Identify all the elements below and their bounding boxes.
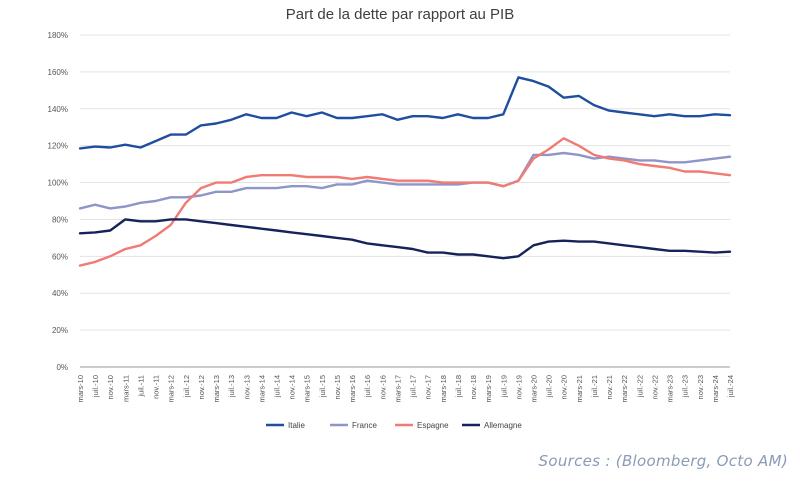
series-lines <box>78 76 732 267</box>
x-tick-label: juil.-15 <box>318 375 327 398</box>
x-tick-label: mars-10 <box>76 375 85 403</box>
y-axis-ticks: 0% 20% 40% 60% 80% 100% 120% 140% 160% 180% <box>48 31 68 372</box>
y-tick-label: 0% <box>56 363 68 372</box>
x-tick-label: juil.-23 <box>681 375 690 398</box>
y-tick-label: 120% <box>48 142 68 151</box>
x-tick-label: nov.-15 <box>333 375 342 399</box>
x-tick-label: nov.-13 <box>242 375 251 399</box>
x-tick-label: juil.-19 <box>499 375 508 398</box>
x-tick-label: juil.-24 <box>726 375 735 398</box>
x-tick-label: nov.-21 <box>605 375 614 399</box>
x-tick-label: juil.-17 <box>409 375 418 398</box>
x-tick-label: juil.-10 <box>91 375 100 398</box>
y-tick-label: 20% <box>52 326 68 335</box>
x-tick-label: nov.-23 <box>696 375 705 399</box>
y-tick-label: 140% <box>48 105 68 114</box>
x-tick-label: juil.-21 <box>590 375 599 398</box>
legend-label: Allemagne <box>484 421 522 430</box>
x-tick-label: mars-19 <box>484 375 493 403</box>
x-tick-label: juil.-12 <box>182 375 191 398</box>
gridlines <box>80 34 730 368</box>
x-tick-label: mars-23 <box>666 375 675 403</box>
x-tick-label: mars-22 <box>620 375 629 403</box>
x-tick-label: juil.-14 <box>273 375 282 398</box>
x-tick-label: nov.-20 <box>560 375 569 399</box>
y-tick-label: 80% <box>52 215 68 224</box>
y-tick-label: 40% <box>52 289 68 298</box>
x-tick-label: nov.-16 <box>378 375 387 399</box>
y-tick-label: 60% <box>52 252 68 261</box>
x-tick-label: mars-18 <box>439 375 448 403</box>
y-tick-label: 100% <box>48 179 68 188</box>
series-line-espagne <box>78 137 732 267</box>
x-tick-label: juil.-18 <box>454 375 463 398</box>
x-tick-label: mars-12 <box>167 375 176 403</box>
x-tick-label: nov.-14 <box>288 375 297 399</box>
legend: Italie France Espagne Allemagne <box>266 421 522 430</box>
legend-label: France <box>352 421 377 430</box>
x-tick-label: juil.-16 <box>363 375 372 398</box>
series-line-italie <box>78 76 732 150</box>
x-tick-label: mars-14 <box>257 375 266 403</box>
x-tick-label: mars-15 <box>303 375 312 403</box>
x-tick-label: nov.-19 <box>514 375 523 399</box>
y-tick-label: 160% <box>48 68 68 77</box>
legend-label: Italie <box>288 421 305 430</box>
series-line-france <box>78 151 732 210</box>
x-tick-label: juil.-13 <box>227 375 236 398</box>
x-tick-label: nov.-22 <box>650 375 659 399</box>
x-tick-label: nov.-17 <box>424 375 433 399</box>
source-note: Sources : (Bloomberg, Octo AM) <box>538 452 788 470</box>
x-tick-label: juil.-20 <box>545 375 554 398</box>
x-tick-label: nov.-10 <box>106 375 115 399</box>
y-tick-label: 180% <box>48 31 68 40</box>
x-tick-label: mars-11 <box>121 375 130 402</box>
x-tick-label: nov.-11 <box>152 375 161 399</box>
x-tick-label: mars-20 <box>529 375 538 403</box>
chart-title: Part de la dette par rapport au PIB <box>285 6 515 23</box>
x-tick-label: juil.-22 <box>635 375 644 398</box>
x-tick-label: mars-24 <box>711 375 720 403</box>
series-line-allemagne <box>78 218 732 260</box>
x-axis-ticks: mars-10 juil.-10 nov.-10 mars-11 juil.-11 nov… <box>76 375 735 403</box>
legend-label: Espagne <box>417 421 449 430</box>
x-tick-label: nov.-18 <box>469 375 478 399</box>
x-tick-label: mars-17 <box>393 375 402 403</box>
x-tick-label: mars-16 <box>348 375 357 403</box>
x-tick-label: mars-13 <box>212 375 221 403</box>
x-tick-label: mars-21 <box>575 375 584 403</box>
x-tick-label: juil.-11 <box>136 375 145 398</box>
x-tick-label: nov.-12 <box>197 375 206 399</box>
